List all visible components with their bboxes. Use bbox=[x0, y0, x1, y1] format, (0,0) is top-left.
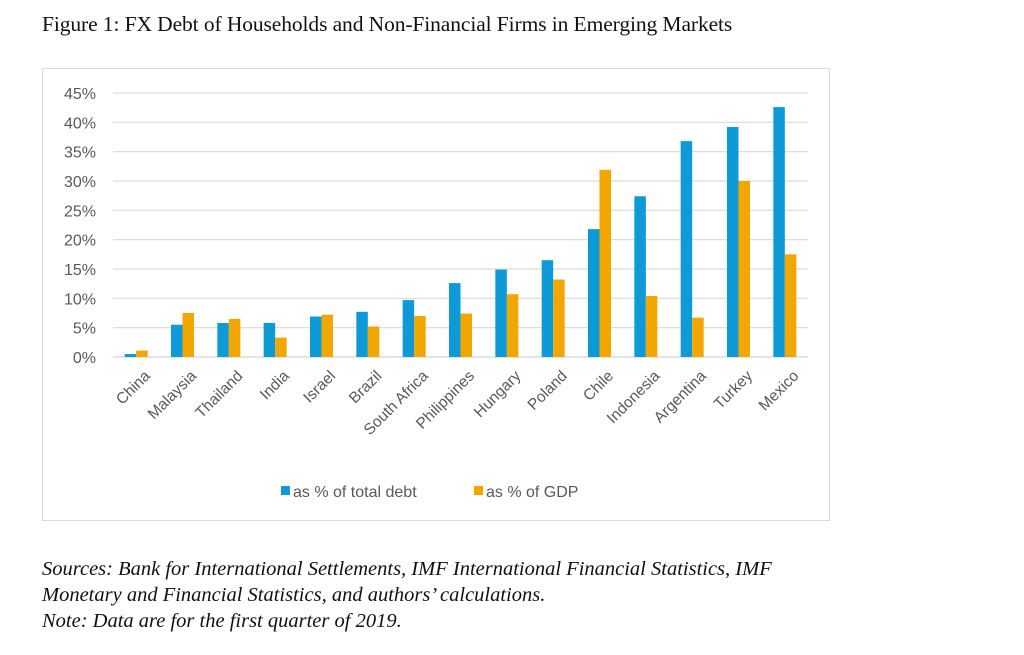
bar-gdp-turkey bbox=[738, 181, 750, 357]
x-tick-label: Hungary bbox=[471, 367, 525, 421]
bar-gdp-mexico bbox=[784, 254, 797, 357]
bar-gdp-philippines bbox=[460, 313, 472, 357]
bar-gdp-argentina bbox=[692, 317, 704, 357]
bar-total-debt-argentina bbox=[680, 141, 693, 357]
bar-gdp-china bbox=[136, 350, 148, 357]
bar-total-debt-poland bbox=[541, 260, 554, 357]
bar-gdp-chile bbox=[599, 169, 611, 357]
bar-total-debt-turkey bbox=[727, 127, 739, 357]
legend-label-total-debt: as % of total debt bbox=[293, 484, 417, 501]
legend-swatch-gdp bbox=[474, 486, 483, 495]
x-tick-label: Malaysia bbox=[145, 367, 201, 423]
x-tick-label: Poland bbox=[525, 368, 571, 414]
y-tick-label: 45% bbox=[64, 86, 96, 103]
bar-total-debt-brazil bbox=[356, 311, 368, 357]
legend-label-gdp: as % of GDP bbox=[486, 484, 578, 501]
y-tick-label: 5% bbox=[73, 321, 96, 338]
figure-notes: Sources: Bank for International Settleme… bbox=[42, 556, 1002, 634]
bar-gdp-poland bbox=[553, 279, 565, 357]
y-tick-label: 40% bbox=[64, 115, 96, 132]
y-tick-label: 30% bbox=[64, 174, 96, 191]
bar-gdp-south-africa bbox=[414, 315, 426, 357]
legend: as % of total debt as % of GDP bbox=[281, 484, 578, 501]
figure-title: Figure 1: FX Debt of Households and Non-… bbox=[42, 12, 733, 36]
x-tick-label: India bbox=[257, 367, 293, 403]
y-tick-label: 25% bbox=[64, 203, 96, 220]
x-tick-label: Thailand bbox=[192, 368, 246, 422]
x-tick-label: Mexico bbox=[756, 368, 803, 415]
sources-line-2: Monetary and Financial Statistics, and a… bbox=[42, 584, 546, 606]
bar-total-debt-malaysia bbox=[171, 324, 183, 357]
bar-total-debt-hungary bbox=[495, 269, 507, 357]
bar-gdp-israel bbox=[321, 314, 333, 357]
bar-total-debt-south-africa bbox=[402, 300, 415, 357]
bar-total-debt-chile bbox=[588, 229, 600, 357]
bar-gdp-indonesia bbox=[645, 295, 658, 357]
x-tick-label: Brazil bbox=[346, 368, 385, 407]
bar-total-debt-thailand bbox=[217, 322, 229, 357]
bar-total-debt-philippines bbox=[449, 283, 461, 357]
y-tick-label: 15% bbox=[64, 262, 96, 279]
y-tick-label: 10% bbox=[64, 291, 96, 308]
y-tick-label: 35% bbox=[64, 145, 96, 162]
y-tick-label: 20% bbox=[64, 233, 96, 250]
sources-line-1: Sources: Bank for International Settleme… bbox=[42, 558, 772, 580]
bar-gdp-brazil bbox=[367, 326, 380, 357]
bar-gdp-hungary bbox=[506, 294, 519, 357]
bar-total-debt-india bbox=[263, 322, 276, 357]
bar-total-debt-israel bbox=[310, 316, 322, 357]
bar-total-debt-china bbox=[124, 354, 137, 357]
bar-total-debt-mexico bbox=[773, 107, 785, 357]
bar-gdp-india bbox=[275, 337, 287, 357]
note-line: Note: Data are for the first quarter of … bbox=[42, 610, 402, 632]
y-tick-label: 0% bbox=[73, 350, 96, 367]
x-tick-label: China bbox=[113, 367, 154, 408]
bars bbox=[124, 107, 797, 357]
bar-gdp-malaysia bbox=[182, 313, 194, 357]
x-tick-label: Turkey bbox=[711, 367, 756, 412]
legend-swatch-total-debt bbox=[281, 486, 290, 495]
x-tick-label: Israel bbox=[300, 368, 339, 407]
x-tick-label: Chile bbox=[580, 368, 617, 405]
chart-frame bbox=[42, 68, 830, 521]
y-axis-tick-labels: 0% 5% 10% 15% 20% 25% 30% 35% 40% 45% bbox=[64, 86, 96, 367]
bar-gdp-thailand bbox=[228, 318, 241, 357]
bar-total-debt-indonesia bbox=[634, 196, 646, 357]
